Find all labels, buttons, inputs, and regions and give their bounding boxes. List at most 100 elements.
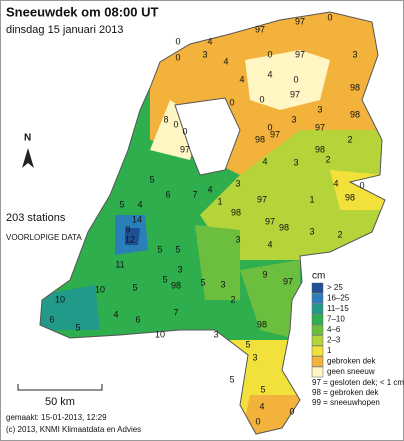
station-value: 98 xyxy=(345,192,355,202)
station-value: 0 xyxy=(175,36,180,46)
station-value: 97 xyxy=(290,89,300,99)
legend-label: 4–6 xyxy=(327,325,341,334)
legend-note: 98 = gebroken dek xyxy=(312,388,379,397)
station-value: 2 xyxy=(337,229,342,239)
station-value: 5 xyxy=(162,274,167,284)
legend-label: > 25 xyxy=(327,283,343,292)
station-value: 1 xyxy=(309,194,314,204)
legend-label: gebroken dek xyxy=(327,357,376,366)
station-value: 5 xyxy=(229,374,234,384)
station-value: 4 xyxy=(223,56,228,66)
station-value: 2 xyxy=(230,294,235,304)
station-value: 12 xyxy=(125,234,135,244)
legend-unit: cm xyxy=(312,271,325,282)
station-value: 97 xyxy=(255,24,265,34)
station-value: 97 xyxy=(315,122,325,132)
station-value: 3 xyxy=(252,352,257,362)
station-value: 97 xyxy=(270,129,280,139)
station-value: 3 xyxy=(352,49,357,59)
legend-label: 2–3 xyxy=(327,336,341,345)
station-value: 4 xyxy=(333,178,338,188)
station-value: 98 xyxy=(315,144,325,154)
station-value: 5 xyxy=(200,277,205,287)
station-value: 4 xyxy=(113,309,118,319)
station-value: 5 xyxy=(119,199,124,209)
station-value: 3 xyxy=(291,114,296,124)
title: Sneeuwdek om 08:00 UT xyxy=(6,4,158,19)
station-value: 0 xyxy=(259,94,264,104)
stations-count: 203 stations xyxy=(6,212,66,224)
ijsselmeer xyxy=(174,97,241,176)
station-value: 4 xyxy=(259,401,264,411)
station-value: 0 xyxy=(267,49,272,59)
legend-swatch xyxy=(311,282,324,294)
legend-note: 97 = gesloten dek; < 1 cm xyxy=(312,378,404,387)
station-value: 7 xyxy=(173,307,178,317)
legend-swatch xyxy=(311,366,324,378)
station-value: 4 xyxy=(239,74,244,84)
legend-label: 1 xyxy=(327,346,332,355)
station-value: 2 xyxy=(347,134,352,144)
legend-label: 7–10 xyxy=(327,315,345,324)
station-value: 0 xyxy=(175,52,180,62)
station-value: 3 xyxy=(220,279,225,289)
station-value: 98 xyxy=(171,280,181,290)
station-value: 0 xyxy=(359,180,364,190)
station-value: 9 xyxy=(262,269,267,279)
north-arrow xyxy=(22,148,34,168)
scale-bar xyxy=(17,384,103,391)
station-value: 0 xyxy=(182,126,187,136)
north-label: N xyxy=(24,133,31,144)
station-value: 5 xyxy=(132,282,137,292)
station-value: 5 xyxy=(175,244,180,254)
station-value: 4 xyxy=(262,156,267,166)
legend-label: 16–25 xyxy=(327,294,350,303)
legend-swatch xyxy=(311,303,324,315)
station-value: 4 xyxy=(207,36,212,46)
status: VOORLOPIGE DATA xyxy=(6,233,82,242)
scale-label: 50 km xyxy=(45,396,75,408)
station-value: 0 xyxy=(255,416,260,426)
station-value: 3 xyxy=(293,157,298,167)
station-value: 7 xyxy=(192,189,197,199)
station-value: 4 xyxy=(137,199,142,209)
legend-swatch xyxy=(311,324,324,336)
station-value: 98 xyxy=(279,222,289,232)
legend-label: geen sneeuw xyxy=(327,367,375,376)
station-value: 97 xyxy=(295,49,305,59)
station-value: 9 xyxy=(125,224,130,234)
station-value: 98 xyxy=(255,134,265,144)
station-value: 4 xyxy=(267,69,272,79)
legend-label: 11–15 xyxy=(327,304,349,313)
station-value: 3 xyxy=(235,234,240,244)
station-value: 8 xyxy=(163,114,168,124)
station-value: 4 xyxy=(207,184,212,194)
station-value: 3 xyxy=(177,264,182,274)
station-value: 3 xyxy=(202,49,207,59)
station-value: 2 xyxy=(325,154,330,164)
station-value: 10 xyxy=(55,294,65,304)
station-value: 14 xyxy=(132,214,142,224)
station-value: 3 xyxy=(317,104,322,114)
subtitle: dinsdag 15 januari 2013 xyxy=(6,24,123,36)
station-value: 5 xyxy=(260,384,265,394)
station-value: 0 xyxy=(327,12,332,22)
station-value: 0 xyxy=(229,97,234,107)
station-value: 6 xyxy=(135,314,140,324)
station-value: 6 xyxy=(165,189,170,199)
station-value: 5 xyxy=(157,244,162,254)
station-value: 5 xyxy=(245,339,250,349)
station-value: 3 xyxy=(213,329,218,339)
station-value: 3 xyxy=(235,178,240,188)
copyright: (c) 2013, KNMI Klimaatdata en Advies xyxy=(6,425,141,434)
station-value: 98 xyxy=(350,82,360,92)
station-value: 5 xyxy=(149,174,154,184)
station-value: 4 xyxy=(267,239,272,249)
made: gemaakt: 15-01-2013, 12:29 xyxy=(6,413,107,422)
station-value: 98 xyxy=(231,207,241,217)
legend-swatch xyxy=(311,356,324,367)
legend-swatch xyxy=(311,335,324,346)
